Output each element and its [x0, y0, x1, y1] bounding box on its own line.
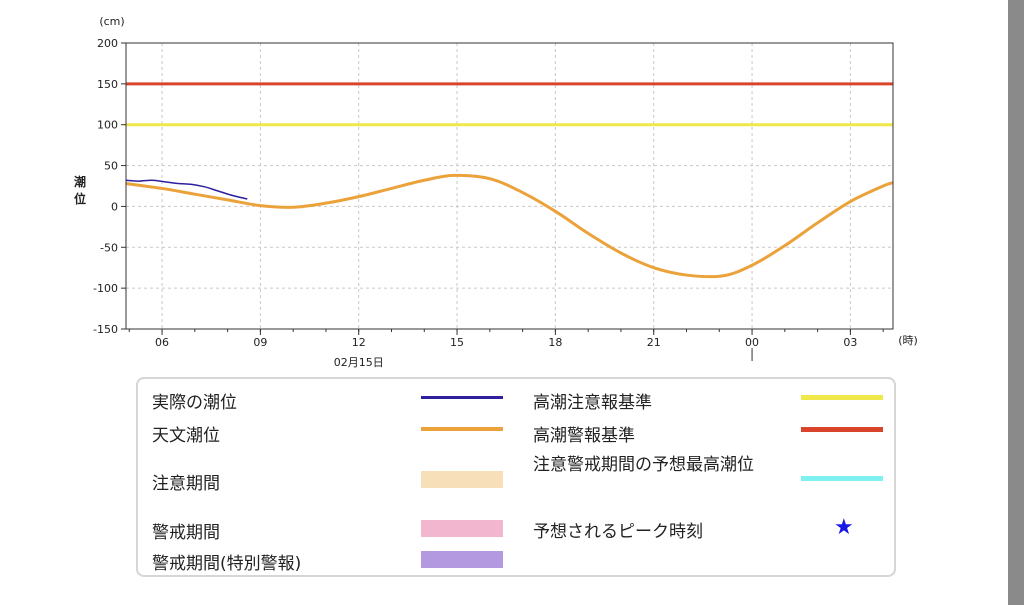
legend-box: 実際の潮位 天文潮位 注意期間 警戒期間 警戒期間(特別警報) 高潮注意報基準 …	[136, 377, 896, 577]
legend-label-warning-std: 高潮警報基準	[533, 426, 635, 446]
y-tick-label: 50	[104, 160, 118, 173]
legend-label-peak-time: 予想されるピーク時刻	[533, 522, 703, 542]
y-axis-label-char: 位	[74, 191, 86, 206]
legend-label-actual: 実際の潮位	[152, 393, 237, 413]
x-tick-label: 09	[253, 336, 267, 349]
y-tick-label: -100	[93, 282, 118, 295]
x-unit-label: (時)	[898, 334, 918, 347]
x-tick-label: 03	[843, 336, 857, 349]
y-tick-label: 200	[97, 37, 118, 50]
legend-label-warning-special: 警戒期間(特別警報)	[152, 554, 302, 574]
legend-swatch-warning-special	[421, 551, 503, 568]
x-tick-label: 21	[647, 336, 661, 349]
legend-label-peak-forecast: 注意警戒期間の予想最高潮位	[533, 455, 754, 475]
legend-swatch-warning-period	[421, 520, 503, 537]
plot-frame	[125, 42, 894, 330]
x-tick-label: 12	[352, 336, 366, 349]
legend-label-astro: 天文潮位	[152, 426, 220, 446]
series-line-astro	[125, 173, 894, 279]
legend-swatch-caution-period	[421, 471, 503, 488]
legend-label-advisory-std: 高潮注意報基準	[533, 393, 652, 413]
legend-swatch-astro	[421, 427, 503, 431]
x-tick-label: 06	[155, 336, 169, 349]
y-tick-label: 150	[97, 78, 118, 91]
x-tick-label: 18	[548, 336, 562, 349]
scrollbar[interactable]	[1008, 0, 1024, 605]
x-tick-label: 15	[450, 336, 464, 349]
legend-swatch-warning-std	[801, 427, 883, 432]
y-tick-label: 100	[97, 119, 118, 132]
y-axis-label-char: 潮	[74, 174, 86, 189]
star-icon: ★	[834, 515, 854, 540]
legend-swatch-advisory-std	[801, 395, 883, 400]
series-line-actual	[125, 179, 248, 200]
legend-swatch-peak-forecast	[801, 476, 883, 481]
tide-chart: 200 150 100 50 0 -50 -100 -150 06 09 12 15 18 21 00 03 0…	[74, 15, 918, 369]
y-unit-label: (cm)	[99, 15, 124, 28]
legend-swatch-actual	[421, 396, 503, 399]
y-tick-label: -150	[93, 323, 118, 336]
legend-label-caution-period: 注意期間	[152, 474, 220, 494]
legend-label-warning-period: 警戒期間	[152, 523, 220, 543]
date-label: 02月15日	[334, 356, 384, 369]
x-tick-label: 00	[745, 336, 759, 349]
y-tick-label: -50	[100, 241, 118, 254]
y-tick-label: 0	[111, 200, 118, 213]
